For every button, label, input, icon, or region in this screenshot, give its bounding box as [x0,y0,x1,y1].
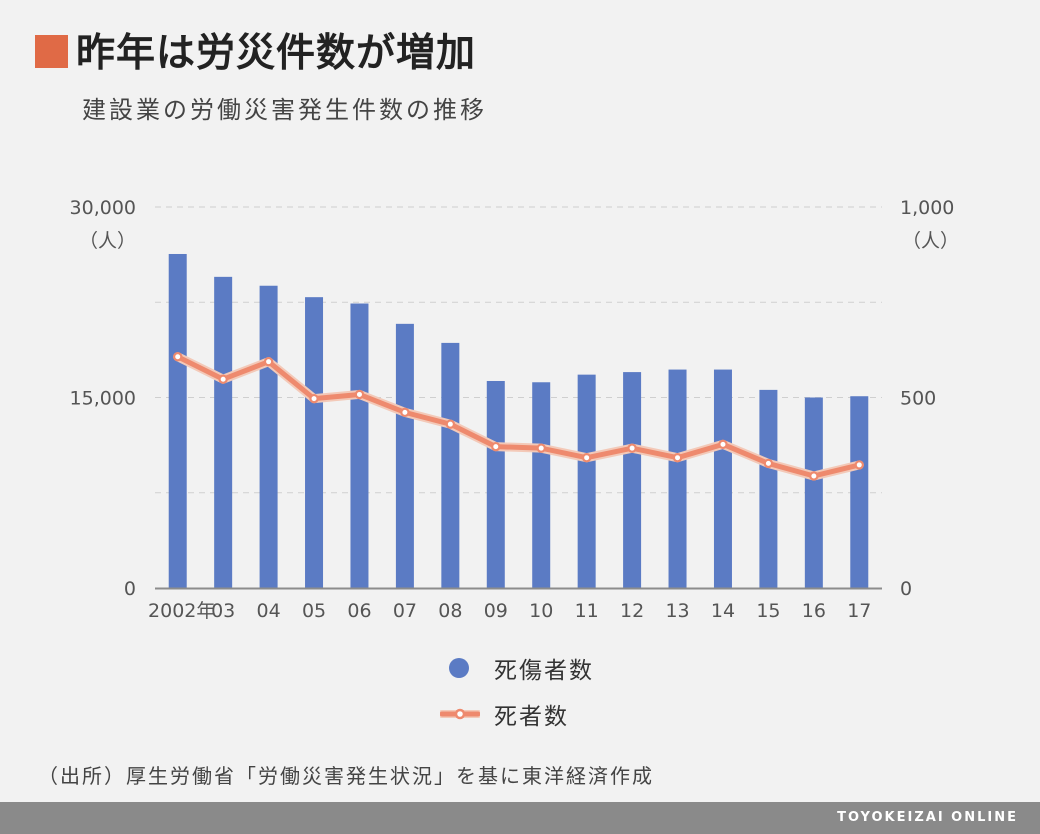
line-point [445,419,456,429]
blue-dot-icon [449,658,469,678]
x-tick-label: 2002年 [148,600,215,622]
y-left-tick-label: 15,000 [70,388,136,410]
bar [486,380,505,588]
title-accent-square [35,35,68,68]
line-point [354,389,365,400]
bar [713,369,732,588]
x-tick-label: 07 [393,600,417,622]
x-tick-label: 17 [847,600,871,622]
line-point [263,356,274,367]
x-tick-label: 10 [529,600,553,622]
line-series [173,352,864,481]
line-point [763,458,774,469]
x-tick-label: 05 [302,600,326,622]
line-point [627,443,637,453]
footer-bar: TOYOKEIZAI ONLINE [0,802,1040,834]
y-right-tick-label: 500 [900,388,936,410]
x-tick-label: 06 [347,600,371,622]
line-point [581,452,592,463]
x-tick-label: 08 [438,600,462,622]
line-point [218,374,228,384]
legend-item-deaths: 死者数 [440,691,567,737]
y-left-tick-label: 30,000 [70,197,136,219]
y-left-unit-label: （人） [79,230,136,252]
bar [259,285,278,588]
y-right-unit-label: （人） [902,230,959,252]
bar [350,303,369,588]
bar [668,369,687,588]
bar [850,396,869,588]
legend-label-injuries: 死傷者数 [494,658,594,684]
x-tick-label: 11 [575,600,599,622]
line-point [536,443,546,453]
line-point [309,393,319,404]
bar [623,372,642,588]
legend: 死傷者数 死者数 [440,645,592,737]
page-subtitle: 建設業の労働災害発生件数の推移 [82,96,487,124]
x-tick-label: 13 [665,600,689,622]
legend-item-injuries: 死傷者数 [440,645,592,691]
bar [441,342,460,588]
line-point [173,352,183,362]
legend-label-deaths: 死者数 [494,704,569,730]
y-right-tick-label: 1,000 [900,197,954,219]
line-point [809,471,819,481]
bar [759,389,778,588]
x-tick-label: 04 [257,600,281,622]
page-title: 昨年は労災件数が増加 [76,31,477,76]
orange-line-marker-icon [440,708,480,720]
line-point [672,452,683,463]
line-point [400,407,410,418]
footer-brand: TOYOKEIZAI ONLINE [837,810,1018,825]
x-tick-label: 15 [756,600,780,622]
line-point [491,441,501,452]
x-tick-label: 16 [802,600,826,622]
x-tick-label: 14 [711,600,735,622]
bar-series [168,253,869,589]
y-left-tick-label: 0 [124,578,136,600]
bar [395,323,414,588]
x-tick-label: 12 [620,600,644,622]
line-point [854,460,864,470]
line-series-path [175,354,862,479]
bar [168,253,187,589]
bar [214,276,233,588]
bar [577,374,596,588]
x-tick-label: 03 [211,600,235,622]
bar [804,397,823,588]
x-tick-label: 09 [484,600,508,622]
bar [532,382,551,588]
line-point [718,439,728,450]
bar [305,297,324,588]
y-right-tick-label: 0 [900,578,912,600]
source-note: （出所）厚生労働省「労働災害発生状況」を基に東洋経済作成 [38,764,654,788]
